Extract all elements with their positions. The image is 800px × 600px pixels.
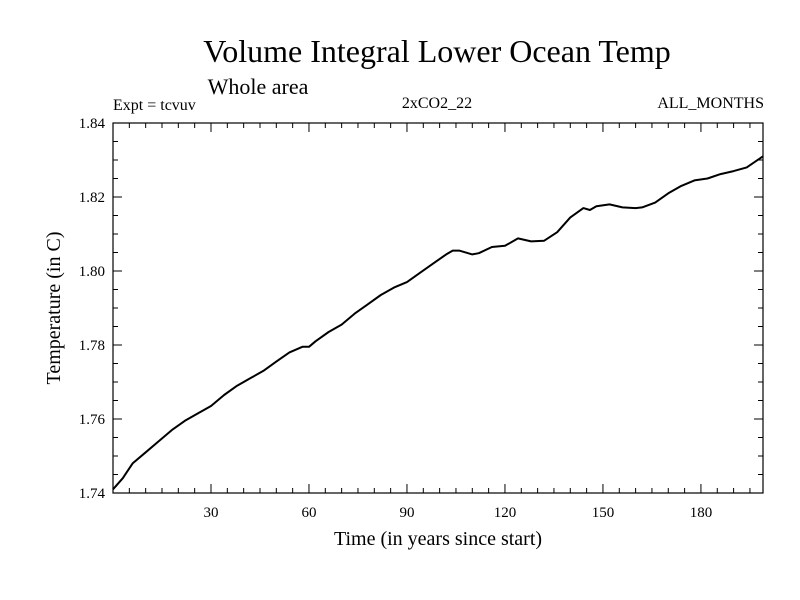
y-axis-label: Temperature (in C) — [43, 232, 65, 385]
y-tick-label: 1.82 — [79, 190, 105, 206]
y-tick-label: 1.80 — [79, 264, 105, 280]
expt-label: Expt = tcvuv — [113, 97, 196, 114]
y-tick-label: 1.78 — [79, 338, 105, 354]
y-tick-label: 1.74 — [79, 486, 106, 502]
temperature-series-line — [112, 155, 764, 490]
chart-title: Volume Integral Lower Ocean Temp — [203, 33, 671, 69]
x-tick-label: 120 — [494, 505, 517, 521]
x-tick-label: 150 — [592, 505, 615, 521]
y-tick-label: 1.76 — [79, 412, 106, 428]
x-tick-label: 60 — [301, 505, 316, 521]
x-tick-label: 90 — [399, 505, 414, 521]
run-label: 2xCO2_22 — [402, 95, 472, 112]
y-tick-label: 1.84 — [79, 116, 106, 132]
chart-subtitle: Whole area — [208, 74, 309, 99]
series-group — [112, 155, 764, 490]
plot-frame — [112, 122, 764, 494]
x-axis-label: Time (in years since start) — [334, 528, 542, 550]
axes-group: 30 60 90 120 150 180 1.74 1.76 1.78 1.80 1.82 1.84 — [79, 116, 763, 521]
x-tick-label: 30 — [203, 505, 218, 521]
x-tick-label: 180 — [690, 505, 713, 521]
months-label: ALL_MONTHS — [657, 95, 764, 112]
